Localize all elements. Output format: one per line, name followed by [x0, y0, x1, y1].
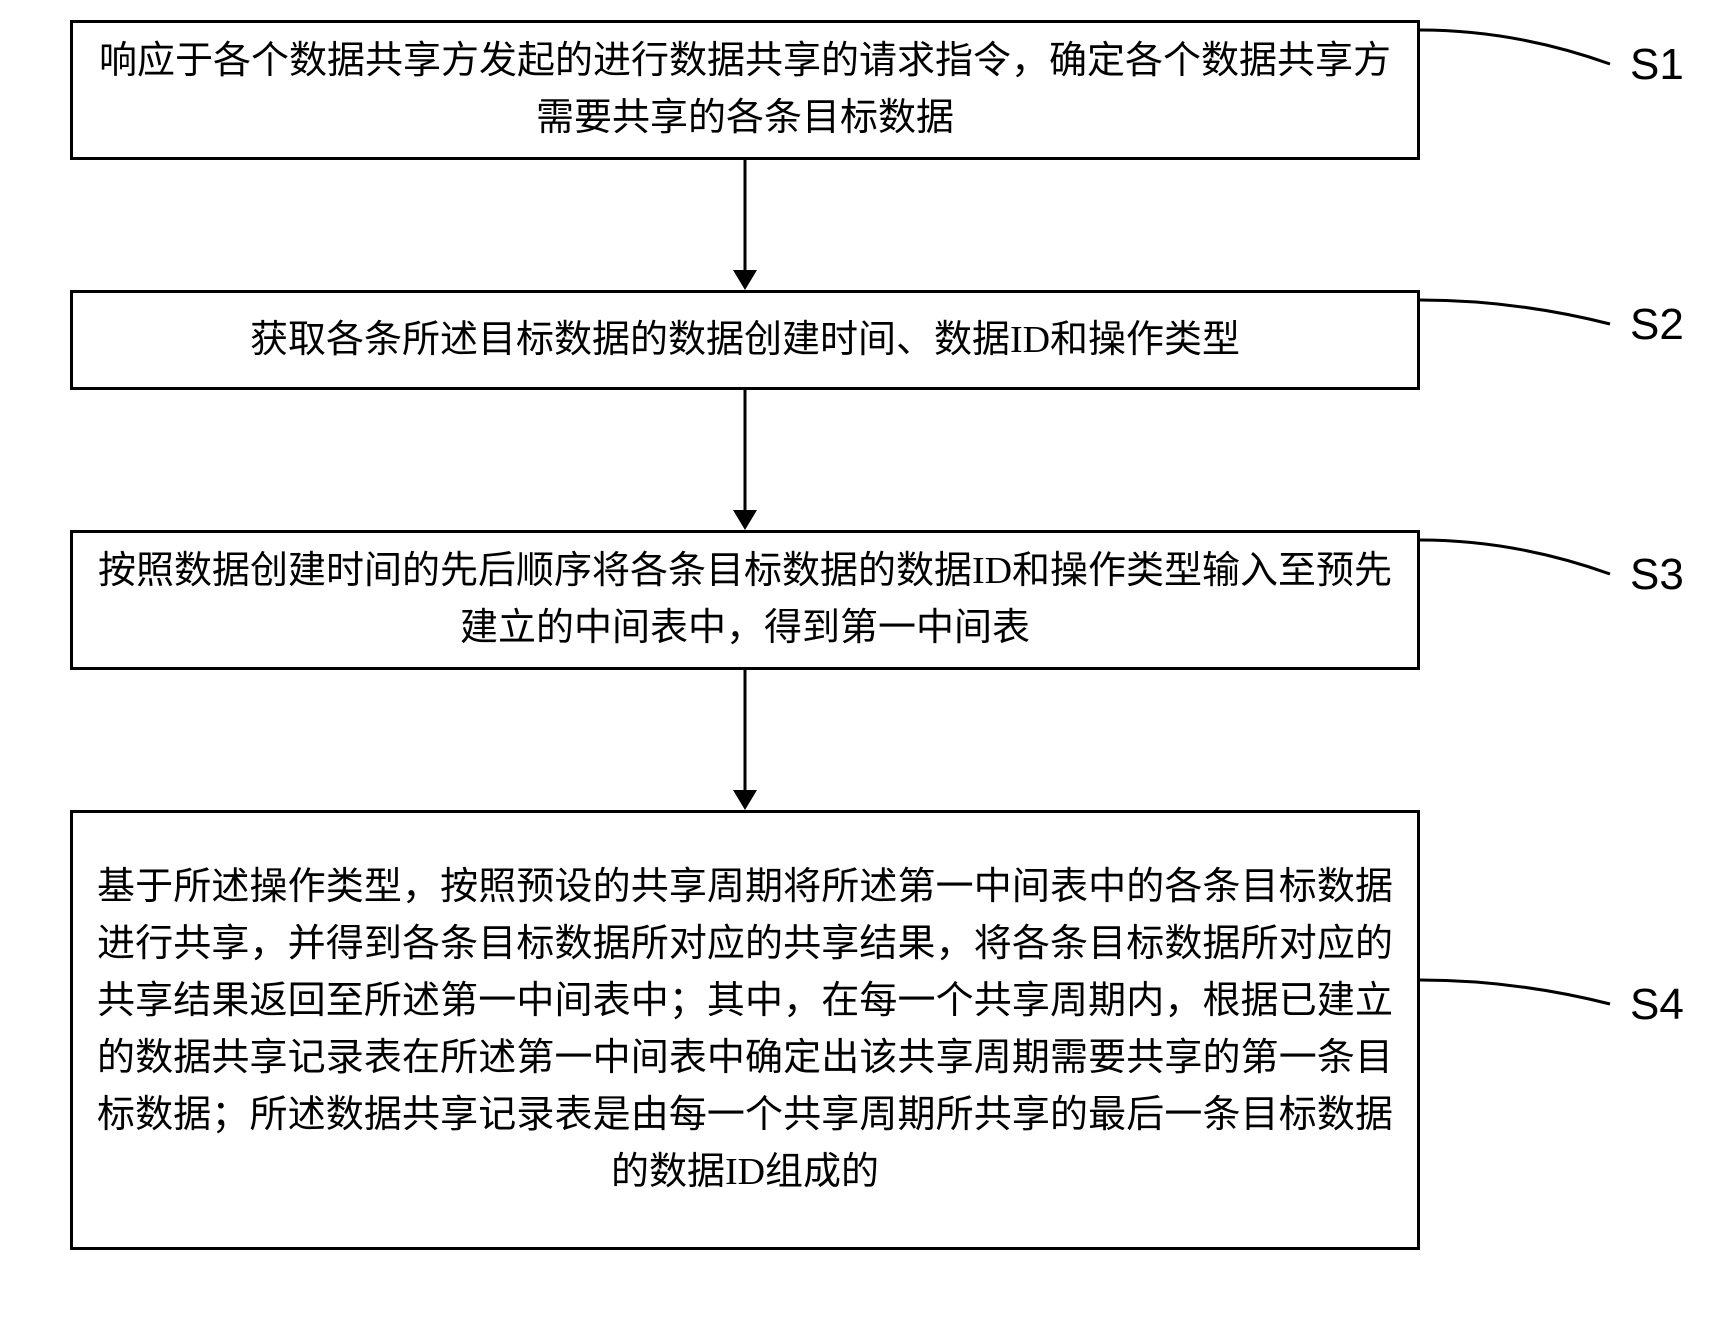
step-box-s4: 基于所述操作类型，按照预设的共享周期将所述第一中间表中的各条目标数据进行共享，并… [70, 810, 1420, 1250]
label-line-group [1420, 30, 1610, 1004]
step-label-s3: S3 [1630, 550, 1684, 600]
step-box-s2: 获取各条所述目标数据的数据创建时间、数据ID和操作类型 [70, 290, 1420, 390]
step-box-s1: 响应于各个数据共享方发起的进行数据共享的请求指令，确定各个数据共享方需要共享的各… [70, 20, 1420, 160]
step-box-s3: 按照数据创建时间的先后顺序将各条目标数据的数据ID和操作类型输入至预先建立的中间… [70, 530, 1420, 670]
step-label-s1: S1 [1630, 40, 1684, 90]
step-label-text-s1: S1 [1630, 40, 1684, 89]
step-text-s3: 按照数据创建时间的先后顺序将各条目标数据的数据ID和操作类型输入至预先建立的中间… [97, 543, 1393, 657]
step-label-text-s4: S4 [1630, 980, 1684, 1029]
step-label-s2: S2 [1630, 300, 1684, 350]
step-label-text-s2: S2 [1630, 300, 1684, 349]
flowchart-canvas: 响应于各个数据共享方发起的进行数据共享的请求指令，确定各个数据共享方需要共享的各… [0, 0, 1731, 1320]
step-text-s4: 基于所述操作类型，按照预设的共享周期将所述第一中间表中的各条目标数据进行共享，并… [97, 859, 1393, 1201]
step-label-text-s3: S3 [1630, 550, 1684, 599]
step-text-s1: 响应于各个数据共享方发起的进行数据共享的请求指令，确定各个数据共享方需要共享的各… [97, 33, 1393, 147]
step-text-s2: 获取各条所述目标数据的数据创建时间、数据ID和操作类型 [250, 312, 1240, 369]
arrow-group [733, 160, 757, 810]
step-label-s4: S4 [1630, 980, 1684, 1030]
